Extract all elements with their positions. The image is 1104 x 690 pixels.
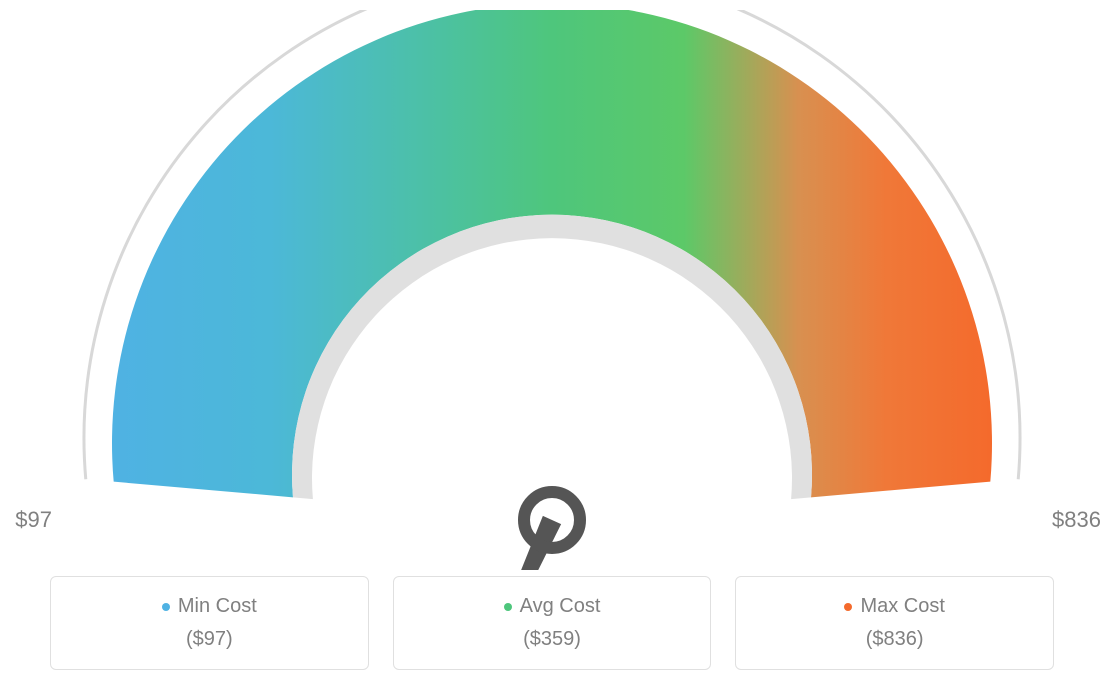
legend-max-label: Max Cost [844,595,944,618]
legend-avg-text: Avg Cost [520,595,601,618]
legend-min-dot [162,603,170,611]
svg-text:$97: $97 [15,507,52,532]
svg-text:$836: $836 [1052,507,1101,532]
legend-min-text: Min Cost [178,595,257,618]
legend-container: Min Cost ($97) Avg Cost ($359) Max Cost … [50,576,1054,670]
legend-min-label: Min Cost [162,595,257,618]
legend-min-value: ($97) [63,628,356,651]
cost-gauge-chart: $97$163$229$359$518$677$836 [0,10,1104,570]
legend-max-text: Max Cost [860,595,944,618]
gauge-svg: $97$163$229$359$518$677$836 [0,10,1104,570]
legend-avg-dot [504,603,512,611]
legend-avg-label: Avg Cost [504,595,601,618]
legend-max-value: ($836) [748,628,1041,651]
legend-avg-value: ($359) [406,628,699,651]
legend-max-cost: Max Cost ($836) [735,576,1054,670]
legend-min-cost: Min Cost ($97) [50,576,369,670]
legend-avg-cost: Avg Cost ($359) [393,576,712,670]
legend-max-dot [844,603,852,611]
